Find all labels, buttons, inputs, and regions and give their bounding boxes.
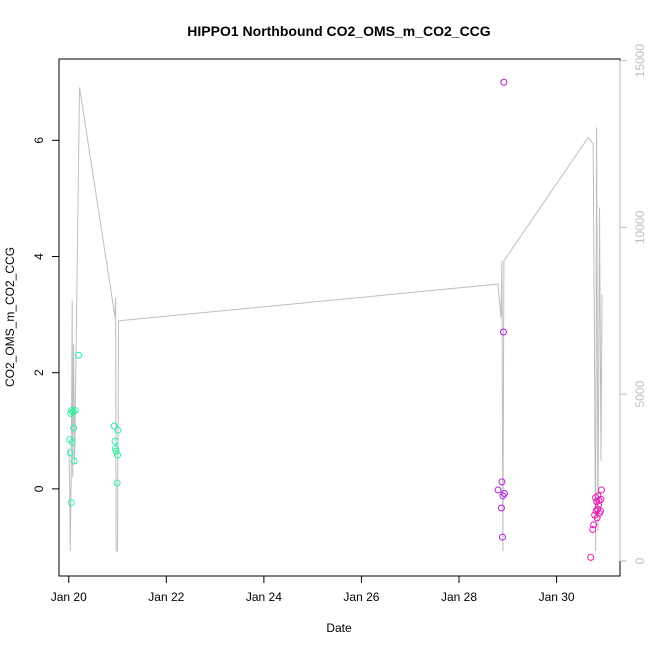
y2-tick-label: 0 — [633, 557, 647, 564]
chart-title: HIPPO1 Northbound CO2_OMS_m_CO2_CCG — [187, 23, 490, 39]
secondary-line-layer — [68, 87, 603, 552]
x-tick-label: Jan 22 — [148, 590, 184, 604]
data-point — [498, 478, 506, 486]
data-point — [500, 78, 508, 86]
y-tick-label: 4 — [32, 253, 46, 260]
x-tick-label: Jan 20 — [51, 590, 87, 604]
data-point — [113, 479, 121, 487]
y-tick-label: 2 — [32, 369, 46, 376]
x-tick-label: Jan 26 — [343, 590, 379, 604]
data-point — [499, 328, 507, 336]
data-point — [497, 504, 505, 512]
y2-tick-label: 10000 — [633, 210, 647, 244]
x-tick-label: Jan 30 — [539, 590, 575, 604]
data-point — [111, 437, 119, 445]
data-point — [114, 426, 122, 434]
data-point — [75, 351, 83, 359]
data-point — [68, 406, 76, 414]
y2-tick-label: 15000 — [633, 44, 647, 78]
data-point — [66, 449, 74, 457]
x-tick-label: Jan 28 — [441, 590, 477, 604]
y-tick-label: 6 — [32, 137, 46, 144]
data-point — [110, 422, 118, 430]
y-axis-label: CO2_OMS_m_CO2_CCG — [3, 247, 17, 387]
y2-tick-label: 5000 — [633, 381, 647, 408]
data-point — [114, 451, 122, 459]
y-axis: 0 2 4 6 — [32, 137, 60, 492]
data-point — [596, 507, 604, 515]
plot-frame — [58, 58, 621, 577]
points-layer — [66, 78, 605, 561]
x-tick-label: Jan 24 — [246, 590, 282, 604]
data-point — [70, 457, 78, 465]
y2-axis: 0 5000 10000 15000 — [619, 44, 647, 564]
data-point — [70, 424, 78, 432]
y-tick-label: 0 — [32, 485, 46, 492]
data-point — [587, 553, 595, 561]
data-point — [590, 521, 598, 529]
data-point — [68, 438, 76, 446]
data-point — [500, 490, 508, 498]
data-point — [112, 444, 120, 452]
data-point — [494, 486, 502, 494]
data-point — [597, 486, 605, 494]
secondary-series-line — [68, 87, 603, 552]
data-point — [71, 406, 79, 414]
data-point — [67, 499, 75, 507]
x-axis-label: Date — [326, 621, 352, 635]
data-point — [112, 447, 120, 455]
data-point — [589, 526, 597, 534]
data-point — [597, 495, 605, 503]
data-point — [498, 533, 506, 541]
x-axis: Jan 20 Jan 22 Jan 24 Jan 26 Jan 28 Jan 30 — [51, 575, 575, 604]
